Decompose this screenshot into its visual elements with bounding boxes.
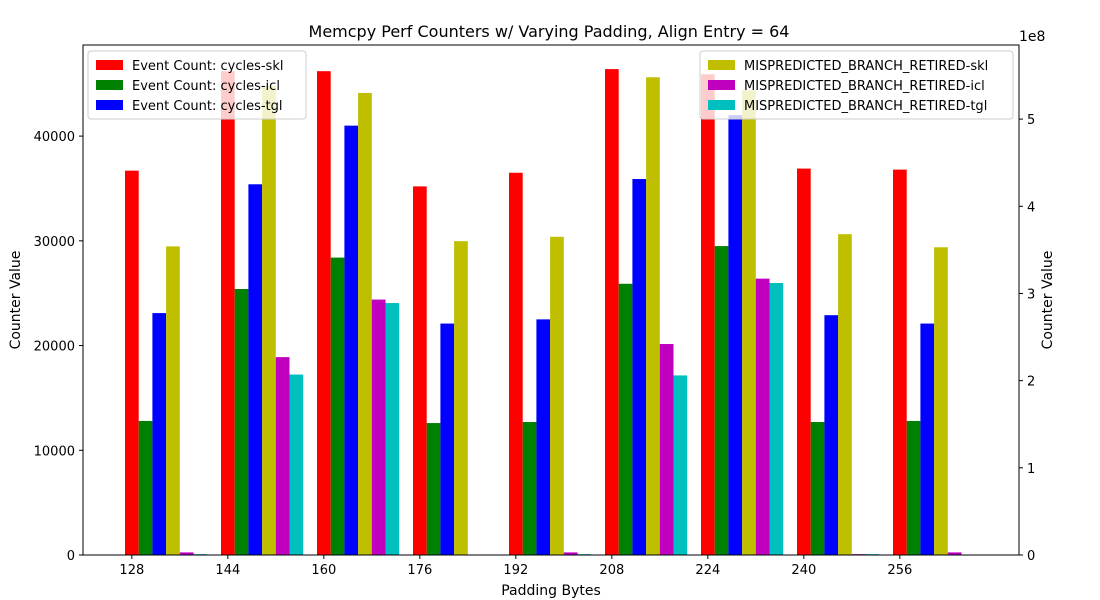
x-tick-label: 144 xyxy=(215,563,240,578)
bar-event-count-cycles-tgl-128 xyxy=(152,313,167,555)
bar-event-count-cycles-skl-128 xyxy=(125,170,139,555)
bar-mispredicted-branch-retired-skl-160 xyxy=(358,92,372,555)
left-y-tick-label: 40000 xyxy=(34,130,75,145)
right-y-tick-label: 0 xyxy=(1027,549,1035,564)
left-y-tick-label: 30000 xyxy=(34,235,75,250)
bar-mispredicted-branch-retired-icl-128 xyxy=(179,552,194,555)
x-tick-label: 128 xyxy=(119,563,144,578)
bar-mispredicted-branch-retired-skl-224 xyxy=(742,90,756,555)
x-tick-label: 192 xyxy=(503,563,528,578)
left-y-tick-label: 20000 xyxy=(34,340,75,355)
right-axis-offset-label: 1e8 xyxy=(1019,29,1045,45)
bar-event-count-cycles-tgl-224 xyxy=(728,115,743,555)
legend-right: MISPREDICTED_BRANCH_RETIRED-skl MISPREDIC… xyxy=(699,50,1014,120)
bar-mispredicted-branch-retired-tgl-208 xyxy=(673,375,688,555)
legend-swatch xyxy=(96,60,123,70)
x-tick-label: 176 xyxy=(407,563,432,578)
bar-event-count-cycles-skl-224 xyxy=(701,74,715,555)
bar-event-count-cycles-tgl-144 xyxy=(248,184,263,555)
legend-swatch xyxy=(708,80,735,90)
right-axis-bars xyxy=(166,77,962,556)
bar-mispredicted-branch-retired-icl-144 xyxy=(275,357,290,555)
bar-event-count-cycles-icl-208 xyxy=(618,283,633,555)
bar-mispredicted-branch-retired-icl-208 xyxy=(659,344,674,555)
legend-frame xyxy=(699,50,1014,120)
plot-frame xyxy=(82,44,1020,556)
x-tick-label: 160 xyxy=(311,563,336,578)
legend-swatch xyxy=(708,60,735,70)
bar-event-count-cycles-skl-256 xyxy=(893,169,907,555)
bar-event-count-cycles-icl-192 xyxy=(522,422,537,555)
bar-event-count-cycles-tgl-208 xyxy=(632,179,647,556)
right-y-tick-label: 4 xyxy=(1027,200,1035,215)
bar-event-count-cycles-skl-192 xyxy=(509,172,523,555)
left-y-tick-label: 0 xyxy=(67,549,75,564)
x-tick-label: 208 xyxy=(599,563,624,578)
bar-mispredicted-branch-retired-skl-208 xyxy=(646,77,660,555)
bar-event-count-cycles-skl-160 xyxy=(317,71,331,555)
chart-title: Memcpy Perf Counters w/ Varying Padding,… xyxy=(309,22,790,41)
left-axis-bars xyxy=(125,69,935,556)
bar-mispredicted-branch-retired-skl-144 xyxy=(262,85,276,555)
right-y-tick-label: 3 xyxy=(1027,287,1035,302)
left-y-axis-ticks: 0 10000 20000 30000 40000 xyxy=(34,130,83,564)
bar-mispredicted-branch-retired-skl-240 xyxy=(838,234,852,555)
bar-event-count-cycles-icl-176 xyxy=(426,423,441,555)
legend-label: MISPREDICTED_BRANCH_RETIRED-icl xyxy=(744,79,985,94)
bar-event-count-cycles-icl-144 xyxy=(234,289,249,555)
bar-event-count-cycles-tgl-192 xyxy=(536,319,551,555)
legend-label: Event Count: cycles-icl xyxy=(132,79,280,94)
bar-event-count-cycles-skl-144 xyxy=(221,71,235,555)
x-axis-ticks: 128 144 160 176 192 208 224 240 256 xyxy=(119,555,912,578)
x-tick-label: 240 xyxy=(791,563,816,578)
bar-mispredicted-branch-retired-tgl-144 xyxy=(289,374,304,555)
legend-frame xyxy=(87,50,307,120)
bar-mispredicted-branch-retired-skl-176 xyxy=(454,241,468,555)
legend-label: Event Count: cycles-tgl xyxy=(132,99,283,114)
legend-swatch xyxy=(96,100,123,110)
bar-mispredicted-branch-retired-tgl-160 xyxy=(385,303,400,555)
bar-mispredicted-branch-retired-tgl-224 xyxy=(769,283,784,555)
legend-swatch xyxy=(96,80,123,90)
right-y-tick-label: 1 xyxy=(1027,462,1035,477)
bar-event-count-cycles-tgl-256 xyxy=(920,323,935,555)
bar-event-count-cycles-icl-160 xyxy=(330,257,345,555)
legend-swatch xyxy=(708,100,735,110)
bar-event-count-cycles-tgl-160 xyxy=(344,125,359,556)
right-y-axis-label: Counter Value xyxy=(1040,251,1056,350)
bar-mispredicted-branch-retired-skl-128 xyxy=(166,246,180,555)
bar-event-count-cycles-icl-240 xyxy=(810,422,825,555)
bar-mispredicted-branch-retired-icl-160 xyxy=(371,299,386,555)
bar-event-count-cycles-icl-256 xyxy=(906,420,921,555)
legend-label: MISPREDICTED_BRANCH_RETIRED-tgl xyxy=(744,99,987,114)
bar-event-count-cycles-tgl-240 xyxy=(824,315,839,555)
bar-event-count-cycles-tgl-176 xyxy=(440,323,455,555)
x-tick-label: 256 xyxy=(887,563,912,578)
bar-mispredicted-branch-retired-skl-256 xyxy=(934,247,948,555)
legend-label: MISPREDICTED_BRANCH_RETIRED-skl xyxy=(744,59,988,74)
bar-event-count-cycles-icl-224 xyxy=(714,246,729,556)
right-y-tick-label: 5 xyxy=(1027,113,1035,128)
bar-mispredicted-branch-retired-icl-256 xyxy=(947,552,962,555)
x-tick-label: 224 xyxy=(695,563,720,578)
right-y-tick-label: 2 xyxy=(1027,375,1035,390)
bar-event-count-cycles-skl-176 xyxy=(413,186,427,555)
bar-event-count-cycles-icl-128 xyxy=(138,420,153,555)
bar-event-count-cycles-skl-240 xyxy=(797,168,811,556)
right-y-axis-ticks: 0 1 2 3 4 5 xyxy=(1019,113,1035,564)
left-y-axis-label: Counter Value xyxy=(8,251,24,350)
x-axis-label: Padding Bytes xyxy=(501,583,601,599)
legend-left: Event Count: cycles-skl Event Count: cycl… xyxy=(87,50,307,120)
bar-mispredicted-branch-retired-skl-192 xyxy=(550,236,564,556)
legend-label: Event Count: cycles-skl xyxy=(132,59,283,74)
bar-event-count-cycles-skl-208 xyxy=(605,69,619,555)
left-y-tick-label: 10000 xyxy=(34,444,75,459)
bar-mispredicted-branch-retired-icl-192 xyxy=(563,552,578,555)
bar-mispredicted-branch-retired-icl-224 xyxy=(755,278,770,555)
